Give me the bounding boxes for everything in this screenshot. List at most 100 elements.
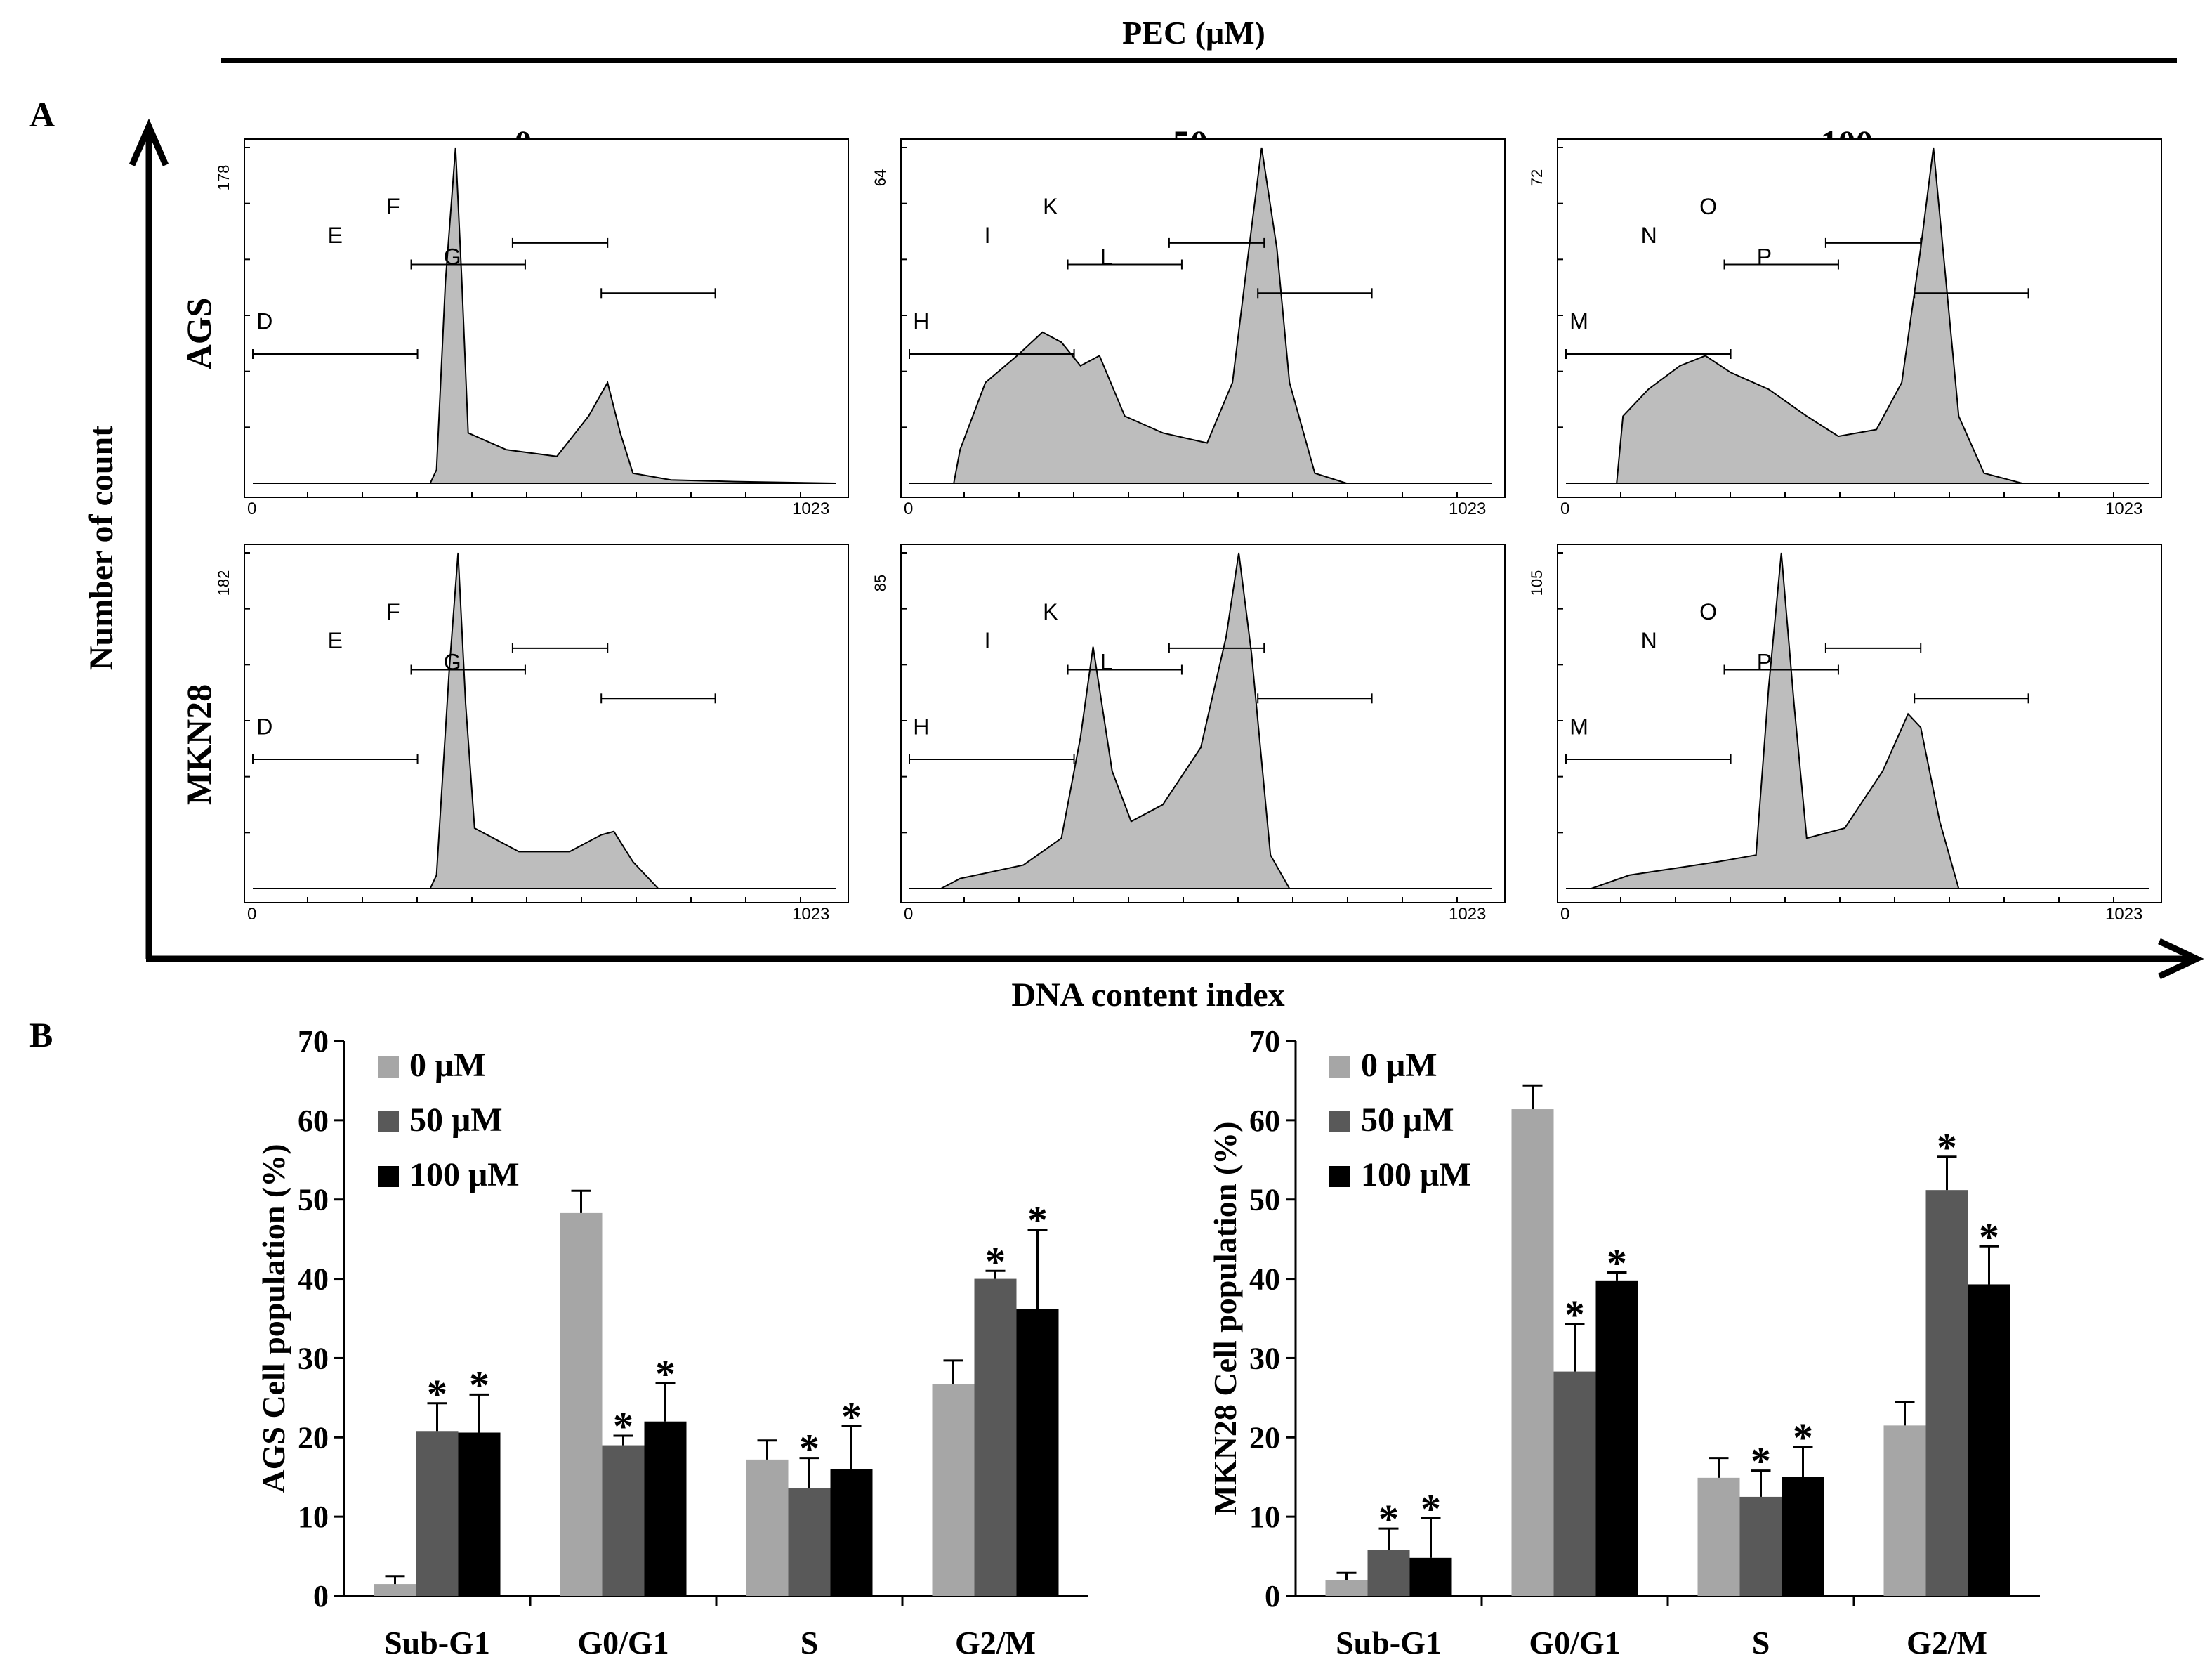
legend-label: 0 μM (1361, 1047, 1437, 1084)
panel-b-label: B (29, 1015, 53, 1054)
gate-label-M: M (1569, 714, 1588, 739)
significance-star: * (469, 1362, 489, 1408)
y-tick-label: 60 (298, 1104, 329, 1138)
histogram-mkn28-0: 182 0 1023 D E F G (215, 544, 849, 924)
bar (602, 1445, 645, 1596)
significance-star: * (655, 1351, 676, 1397)
significance-star: * (985, 1238, 1006, 1284)
significance-star: * (1751, 1439, 1771, 1484)
y-tick-label: 50 (1249, 1183, 1280, 1217)
legend-swatch (378, 1111, 399, 1132)
gate-label-K: K (1043, 599, 1058, 624)
gate-label-O: O (1699, 194, 1717, 219)
histogram-curve (909, 552, 1492, 889)
category-label: S (1752, 1625, 1770, 1661)
significance-star: * (613, 1403, 633, 1449)
bar (1016, 1309, 1059, 1596)
bar (746, 1459, 789, 1596)
y-max-label: 182 (215, 570, 232, 596)
bar (560, 1212, 603, 1596)
gate-label-I: I (985, 628, 991, 653)
bar (1782, 1477, 1824, 1596)
y-axis-title: MKN28 Cell population (%) (1207, 1122, 1243, 1516)
y-tick-label: 40 (1249, 1262, 1280, 1297)
x-max-label: 1023 (1449, 499, 1486, 518)
significance-star: * (799, 1426, 819, 1472)
y-tick-label: 30 (1249, 1341, 1280, 1375)
bar-chart-ags: 0 10 20 30 40 50 60 70 AGS Cell population (%) Su… (256, 1024, 1088, 1661)
y-tick-label: 60 (1249, 1104, 1280, 1138)
y-max-label: 85 (871, 575, 889, 591)
gate-label-M: M (1569, 308, 1588, 334)
bar (416, 1431, 459, 1596)
panel-a-axes (129, 118, 2204, 980)
legend-swatch (378, 1056, 399, 1078)
legend-label: 50 μM (409, 1101, 503, 1139)
gate-label-N: N (1641, 628, 1657, 653)
gate-label-F: F (386, 194, 400, 219)
histogram-curve (1566, 552, 2149, 889)
significance-star: * (427, 1371, 447, 1417)
bar (830, 1469, 873, 1596)
bar (644, 1421, 687, 1596)
histogram-curve (253, 147, 836, 484)
y-max-label: 72 (1528, 169, 1546, 186)
y-tick-label: 0 (313, 1579, 329, 1613)
histogram-frame (244, 544, 849, 903)
histogram-curve (253, 552, 836, 889)
row-label-mkn28: MKN28 (179, 684, 218, 805)
bar (1595, 1280, 1638, 1596)
legend-label: 100 μM (1361, 1156, 1471, 1193)
y-tick-label: 0 (1265, 1579, 1280, 1613)
gate-label-L: L (1100, 244, 1113, 270)
y-tick-label: 10 (1249, 1500, 1280, 1534)
histogram-ags-50: 64 0 1023 H I K L (871, 138, 1506, 518)
bar-chart-mkn28: 0 10 20 30 40 50 60 70 MKN28 Cell population (%)… (1207, 1024, 2040, 1661)
significance-star: * (1027, 1198, 1048, 1243)
x-min-label: 0 (247, 499, 256, 518)
gate-label-G: G (444, 650, 461, 675)
gate-label-K: K (1043, 194, 1058, 219)
legend-label: 0 μM (409, 1047, 486, 1084)
legend-label: 100 μM (409, 1156, 520, 1193)
bar (974, 1278, 1017, 1596)
bar (1925, 1190, 1968, 1596)
x-max-label: 1023 (792, 499, 829, 518)
y-axis-title: Number of count (83, 426, 120, 670)
gate-label-E: E (328, 628, 343, 653)
x-max-label: 1023 (2105, 499, 2142, 518)
category-label: G2/M (955, 1625, 1036, 1661)
histogram-curve (1566, 147, 2149, 484)
gate-label-D: D (256, 308, 272, 334)
gate-label-N: N (1641, 223, 1657, 248)
x-max-label: 1023 (1449, 905, 1486, 924)
bar (374, 1584, 416, 1596)
bar (1511, 1109, 1554, 1596)
x-max-label: 1023 (792, 905, 829, 924)
category-label: G0/G1 (1529, 1625, 1620, 1661)
category-label: Sub-G1 (1336, 1625, 1442, 1661)
bar (1968, 1284, 2010, 1596)
gate-label-H: H (913, 714, 929, 739)
significance-star: * (1565, 1292, 1585, 1337)
histogram-curve (909, 147, 1492, 484)
category-label: Sub-G1 (384, 1625, 490, 1661)
row-label-ags: AGS (179, 298, 218, 370)
x-min-label: 0 (1560, 499, 1569, 518)
significance-star: * (1793, 1415, 1813, 1460)
bar (1739, 1496, 1782, 1596)
bar (458, 1432, 501, 1596)
gate-label-E: E (328, 223, 343, 248)
legend-swatch (1329, 1056, 1350, 1078)
category-label: G2/M (1907, 1625, 1987, 1661)
gate-label-G: G (444, 244, 461, 270)
y-max-label: 105 (1528, 570, 1546, 596)
x-max-label: 1023 (2105, 905, 2142, 924)
bar (788, 1488, 831, 1596)
panel-a-label: A (29, 95, 55, 134)
gate-label-P: P (1757, 650, 1772, 675)
bar-charts: 0 10 20 30 40 50 60 70 AGS Cell population (%) Su… (256, 1024, 2040, 1661)
y-max-label: 178 (215, 165, 232, 191)
significance-star: * (1421, 1486, 1441, 1531)
gate-label-D: D (256, 714, 272, 739)
